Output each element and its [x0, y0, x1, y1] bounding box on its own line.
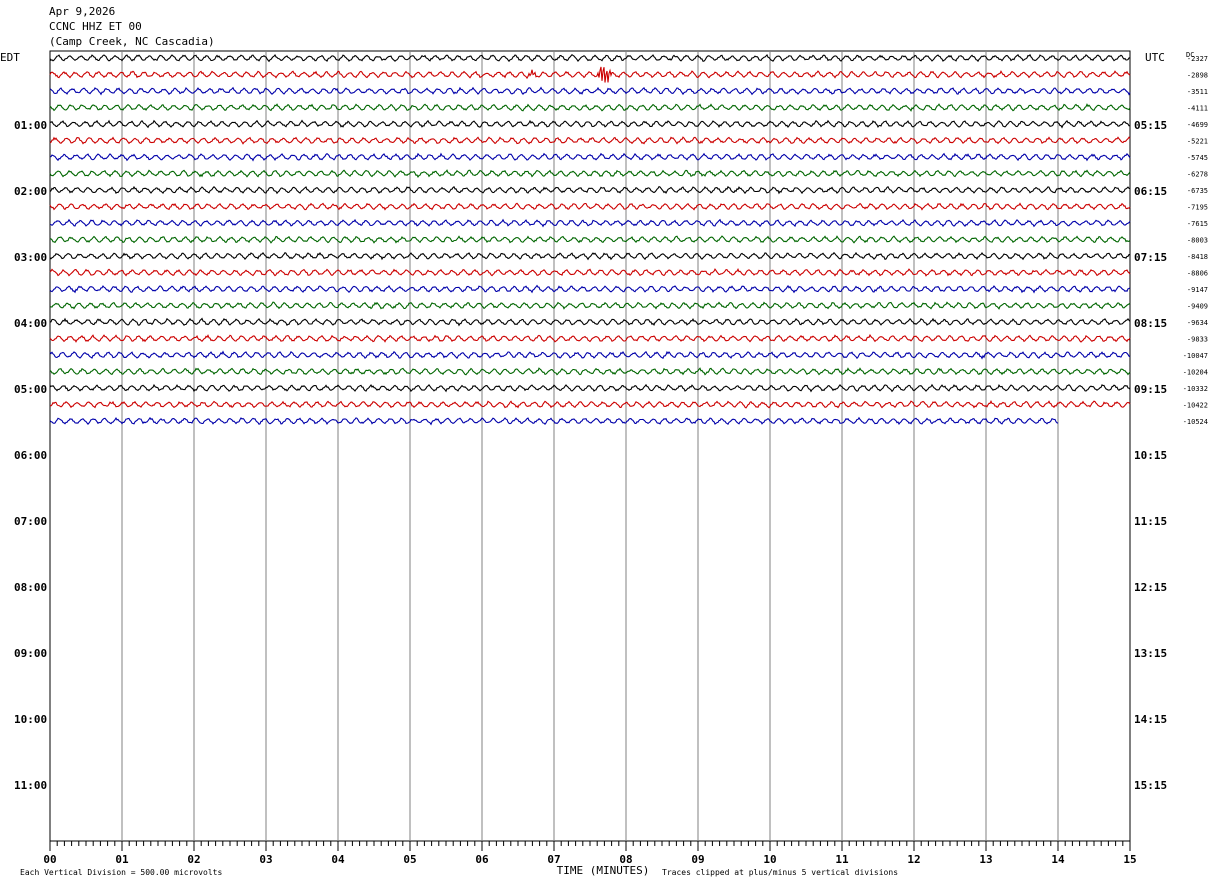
utc-hour-label: 12:15	[1134, 581, 1167, 594]
dc-label: DC	[1186, 51, 1194, 59]
dc-offset-label: -4699	[1187, 121, 1208, 129]
traces	[49, 53, 1131, 426]
trace-row	[49, 66, 1131, 83]
trace-row	[49, 235, 1131, 244]
x-tick-label: 14	[1051, 853, 1065, 866]
trace-row	[49, 202, 1131, 211]
dc-offset-label: -2327	[1187, 55, 1208, 63]
x-tick-label: 01	[115, 853, 129, 866]
dc-offset-label: -10204	[1183, 369, 1208, 377]
edt-hour-label: 01:00	[14, 119, 47, 132]
trace-row	[49, 218, 1131, 228]
dc-offset-label: -9147	[1187, 286, 1208, 294]
edt-hour-label: 08:00	[14, 581, 47, 594]
trace-row	[49, 185, 1131, 195]
edt-hour-label: 07:00	[14, 515, 47, 528]
dc-offset-label: -2898	[1187, 72, 1208, 80]
dc-offset-label: -10422	[1183, 402, 1208, 410]
utc-hour-label: 08:15	[1134, 317, 1167, 330]
x-tick-label: 09	[691, 853, 704, 866]
dc-offset-label: -8003	[1187, 237, 1208, 245]
trace-row	[49, 367, 1131, 376]
trace-row	[49, 136, 1131, 145]
dc-offset-label: -10332	[1183, 385, 1208, 393]
utc-hour-label: 09:15	[1134, 383, 1167, 396]
utc-label: UTC	[1145, 51, 1165, 64]
dc-offset-label: -10047	[1183, 352, 1208, 360]
edt-label: EDT	[0, 51, 20, 64]
dc-offset-label: -4111	[1187, 105, 1208, 113]
trace-row	[49, 119, 1131, 129]
utc-hour-label: 14:15	[1134, 713, 1167, 726]
trace-row	[49, 301, 1131, 310]
dc-offset-label: -8806	[1187, 270, 1208, 278]
trace-row	[49, 416, 1059, 426]
utc-hour-label: 05:15	[1134, 119, 1167, 132]
x-tick-label: 06	[475, 853, 489, 866]
trace-row	[49, 400, 1131, 409]
utc-hour-label: 10:15	[1134, 449, 1167, 462]
x-tick-label: 11	[835, 853, 849, 866]
trace-row	[49, 350, 1131, 360]
date-label: Apr 9,2026	[49, 5, 116, 18]
dc-offset-label: -9409	[1187, 303, 1208, 311]
trace-row	[49, 86, 1131, 96]
trace-row	[49, 169, 1131, 178]
trace-row	[49, 53, 1131, 63]
trace-row	[49, 383, 1131, 393]
x-tick-label: 07	[547, 853, 560, 866]
x-tick-label: 05	[403, 853, 416, 866]
trace-row	[49, 333, 1131, 343]
dc-offset-label: -9634	[1187, 319, 1208, 327]
utc-hour-label: 15:15	[1134, 779, 1167, 792]
dc-offset-label: -10524	[1183, 418, 1208, 426]
utc-hour-label: 11:15	[1134, 515, 1167, 528]
dc-offset-label: -6278	[1187, 171, 1208, 179]
dc-offset-label: -7195	[1187, 204, 1208, 212]
x-tick-label: 13	[979, 853, 992, 866]
edt-hour-label: 06:00	[14, 449, 47, 462]
utc-hour-label: 13:15	[1134, 647, 1167, 660]
x-tick-label: 10	[763, 853, 776, 866]
trace-row	[49, 284, 1131, 294]
trace-row	[49, 251, 1130, 261]
edt-hour-label: 04:00	[14, 317, 47, 330]
x-tick-label: 00	[43, 853, 56, 866]
station-label: CCNC HHZ ET 00	[49, 20, 142, 33]
dc-offset-label: -6735	[1187, 187, 1208, 195]
edt-hour-label: 11:00	[14, 779, 47, 792]
clip-note: Traces clipped at plus/minus 5 vertical …	[662, 868, 898, 877]
edt-hour-label: 10:00	[14, 713, 47, 726]
x-tick-label: 15	[1123, 853, 1136, 866]
utc-hour-label: 06:15	[1134, 185, 1167, 198]
x-tick-label: 12	[907, 853, 920, 866]
plot-frame	[49, 50, 1131, 842]
dc-offset-label: -9833	[1187, 336, 1208, 344]
x-tick-label: 04	[331, 853, 345, 866]
location-label: (Camp Creek, NC Cascadia)	[49, 35, 215, 48]
trace-row	[49, 268, 1131, 277]
axis-labels: 00 01 02 03 04 05 06 07 08 09 10 11 12 13 14 15 TIME (MI…	[0, 51, 1208, 877]
edt-hour-label: 05:00	[14, 383, 47, 396]
edt-hour-label: 02:00	[14, 185, 47, 198]
trace-row	[49, 317, 1131, 327]
scale-note: Each Vertical Division = 500.00 microvol…	[20, 868, 222, 877]
dc-offset-label: -5221	[1187, 138, 1208, 146]
dc-offset-label: -3511	[1187, 88, 1208, 96]
grid	[49, 50, 1131, 851]
dc-offset-label: -5745	[1187, 154, 1208, 162]
x-tick-label: 03	[259, 853, 272, 866]
utc-hour-label: 07:15	[1134, 251, 1167, 264]
dc-offset-label: -8418	[1187, 253, 1208, 261]
trace-row	[49, 152, 1131, 162]
x-tick-label: 02	[187, 853, 200, 866]
edt-hour-label: 03:00	[14, 251, 47, 264]
dc-offset-label: -7615	[1187, 220, 1208, 228]
edt-hour-label: 09:00	[14, 647, 47, 660]
trace-row	[49, 103, 1131, 112]
x-tick-label: 08	[619, 853, 632, 866]
x-axis-title: TIME (MINUTES)	[557, 864, 650, 877]
